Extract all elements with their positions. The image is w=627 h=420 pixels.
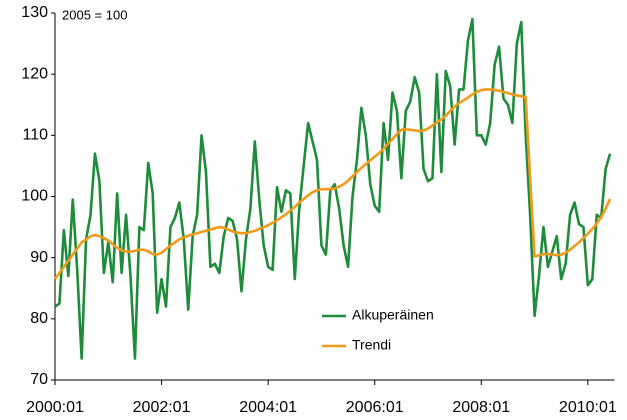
y-tick-label: 100 <box>21 188 48 205</box>
legend-label: Trendi <box>352 337 391 353</box>
y-tick-label: 90 <box>30 249 48 266</box>
x-tick-label: 2010:01 <box>559 399 617 416</box>
y-tick-label: 120 <box>21 65 48 82</box>
x-tick-label: 2008:01 <box>452 399 510 416</box>
x-tick-label: 2004:01 <box>239 399 297 416</box>
y-tick-label: 80 <box>30 310 48 327</box>
annotation: 2005 = 100 <box>62 7 127 22</box>
series-line <box>54 17 612 360</box>
x-tick-label: 2002:01 <box>133 399 191 416</box>
y-tick-label: 130 <box>21 4 48 21</box>
y-tick-label: 110 <box>22 127 48 144</box>
legend-label: Alkuperäinen <box>352 307 434 323</box>
series-line <box>53 88 612 280</box>
x-tick-label: 2000:01 <box>26 399 84 416</box>
x-tick-label: 2006:01 <box>346 399 404 416</box>
y-tick-label: 70 <box>30 371 48 388</box>
